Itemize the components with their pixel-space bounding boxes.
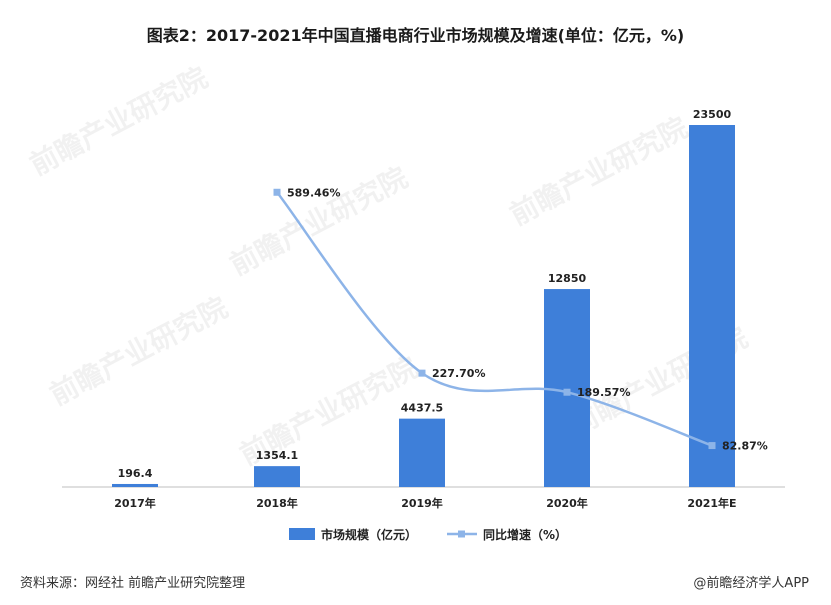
growth-point	[273, 188, 281, 196]
chart-title: 图表2：2017-2021年中国直播电商行业市场规模及增速(单位：亿元，%)	[146, 26, 685, 45]
growth-data-label: 189.57%	[577, 386, 630, 399]
x-tick-label: 2018年	[256, 496, 298, 510]
bar-data-label: 1354.1	[256, 449, 298, 462]
x-tick-label: 2019年	[401, 496, 443, 510]
source-note: 资料来源：网经社 前瞻产业研究院整理	[20, 576, 246, 591]
legend-line-label: 同比增速（%）	[483, 527, 567, 542]
x-tick-label: 2021年E	[687, 496, 736, 510]
growth-point	[563, 388, 571, 396]
credit-note: @前瞻经济学人APP	[693, 576, 809, 591]
chart-canvas: 196.4 2017年 1354.1 2018年 4437.5 2019年 12850 202…	[62, 108, 785, 542]
bar	[399, 418, 445, 487]
bar-data-label: 23500	[693, 108, 732, 121]
legend-line-marker	[458, 530, 465, 538]
bar-data-label: 4437.5	[401, 402, 443, 415]
growth-data-label: 589.46%	[287, 186, 340, 199]
x-tick-label: 2020年	[546, 496, 588, 510]
legend-bar-swatch	[289, 528, 315, 540]
bar	[112, 483, 158, 487]
bar	[254, 466, 300, 487]
growth-data-label: 82.87%	[722, 440, 768, 453]
growth-point	[418, 369, 426, 377]
x-tick-label: 2017年	[114, 496, 156, 510]
growth-point	[708, 442, 716, 450]
growth-line	[276, 191, 713, 447]
bar	[544, 289, 590, 487]
bar	[689, 125, 735, 487]
bar-data-label: 12850	[548, 272, 587, 285]
legend-bar-label: 市场规模（亿元）	[321, 527, 417, 542]
bar-data-label: 196.4	[118, 467, 153, 480]
growth-data-label: 227.70%	[432, 367, 485, 380]
